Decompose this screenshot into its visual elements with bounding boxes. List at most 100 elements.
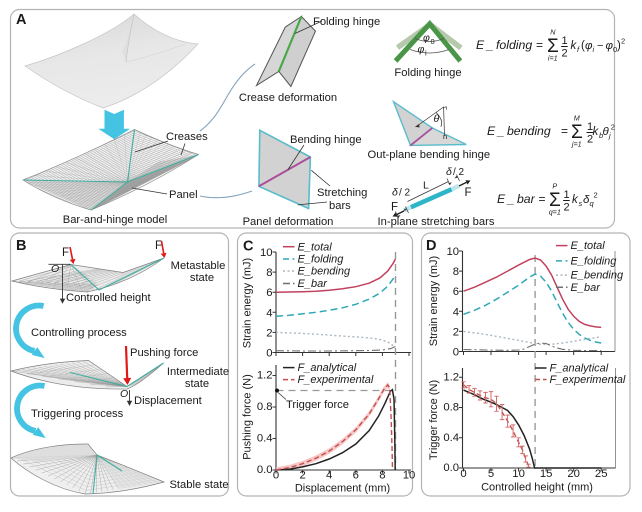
svg-text:M: M [574,114,580,123]
svg-text:0: 0 [453,347,459,359]
svg-text:25: 25 [595,468,608,480]
svg-text:E_total: E_total [571,240,606,252]
svg-text:0: 0 [431,37,435,46]
svg-text:φ: φ [418,44,425,56]
svg-text:C: C [243,239,254,255]
svg-text:10: 10 [512,468,525,480]
svg-text:F: F [62,247,69,259]
svg-text:O: O [120,388,128,400]
svg-text:0.0: 0.0 [257,464,273,476]
svg-text:2: 2 [299,470,305,482]
svg-text:Controlled height: Controlled height [66,292,151,304]
svg-text:F_analytical: F_analytical [550,363,609,375]
svg-text:8: 8 [379,470,385,482]
svg-text:1.2: 1.2 [257,370,273,382]
svg-text:2: 2 [266,327,272,339]
svg-text:E_folding: E_folding [298,254,345,266]
svg-text:2: 2 [594,191,598,200]
svg-text:Trigger force: Trigger force [286,399,349,411]
svg-text:0.4: 0.4 [257,433,273,445]
svg-text:2: 2 [621,37,625,46]
svg-text:bars: bars [329,200,351,212]
svg-text:Σ: Σ [549,190,561,211]
svg-text:0: 0 [613,45,617,54]
svg-text:F_analytical: F_analytical [298,362,357,374]
svg-text:F_experimental: F_experimental [298,374,374,386]
svg-text:j: j [608,131,611,140]
svg-text:1.2: 1.2 [443,371,459,383]
svg-text:i=1: i=1 [548,54,558,63]
svg-text:0.4: 0.4 [443,432,459,444]
svg-text:F: F [391,202,398,214]
svg-text:Panel: Panel [169,189,198,201]
svg-text:Stretching: Stretching [317,187,367,199]
svg-text:4: 4 [453,306,459,318]
svg-text:8: 8 [453,266,459,278]
svg-text:E _ folding: E _ folding [476,38,532,52]
svg-text:Creases: Creases [166,131,208,143]
svg-text:Controlled height (mm): Controlled height (mm) [481,482,593,494]
svg-text:=: = [561,124,568,138]
svg-text:Displacement (mm): Displacement (mm) [295,483,390,495]
svg-text:state: state [190,272,214,284]
svg-text:Bar-and-hinge model: Bar-and-hinge model [63,214,167,226]
svg-text:0.8: 0.8 [257,401,273,413]
svg-text:i: i [593,45,595,54]
svg-text:0.0: 0.0 [443,462,459,474]
svg-text:F_experimental: F_experimental [550,374,626,386]
svg-text:N: N [550,28,556,37]
svg-text:Σ: Σ [571,122,583,143]
svg-text:k: k [572,194,579,206]
svg-text:E_total: E_total [298,241,333,253]
svg-text:θ: θ [434,113,440,125]
svg-text:A: A [16,12,27,28]
svg-text:2: 2 [564,202,570,214]
svg-text:1: 1 [587,121,593,133]
svg-text:E_bar: E_bar [571,282,602,294]
svg-text:In-plane stretching bars: In-plane stretching bars [378,216,495,228]
svg-text:(: ( [581,40,585,52]
svg-text:Metastable: Metastable [171,260,226,272]
svg-text:n: n [443,132,447,141]
svg-text:E_bending: E_bending [298,266,351,278]
svg-text:Strain energy (mJ): Strain energy (mJ) [242,258,254,348]
svg-text:θ: θ [603,126,610,138]
svg-text:=: = [536,38,543,52]
svg-text:D: D [426,238,436,254]
svg-text:k: k [593,126,600,138]
svg-text:Crease deformation: Crease deformation [239,92,337,104]
svg-text:j=1: j=1 [571,140,582,149]
svg-text:E _ bar: E _ bar [497,192,536,206]
svg-text:Pushing force: Pushing force [130,347,198,359]
svg-text:5: 5 [488,468,494,480]
svg-text:4: 4 [266,307,272,319]
svg-text:8: 8 [266,267,272,279]
svg-text:state: state [185,378,209,390]
svg-text:−: − [597,40,603,52]
svg-text:f: f [577,45,580,54]
svg-text:1: 1 [564,189,570,201]
svg-text:10: 10 [260,247,273,259]
svg-text:k: k [571,40,578,52]
svg-text:O: O [51,263,59,275]
svg-text:15: 15 [540,468,553,480]
svg-text:E_folding: E_folding [571,256,618,268]
svg-text:6: 6 [266,287,272,299]
svg-text:2: 2 [587,134,593,146]
svg-text:Stable state: Stable state [169,479,228,491]
svg-text:q=1: q=1 [549,208,561,217]
svg-text:b: b [599,131,603,140]
svg-text:0: 0 [266,348,272,360]
svg-text:F: F [465,187,472,199]
svg-text:/ 2: / 2 [453,167,465,178]
svg-text:E_bar: E_bar [298,278,329,290]
svg-text:i: i [425,49,427,58]
svg-text:Strain energy (mJ): Strain energy (mJ) [428,256,440,346]
svg-text:Controlling process: Controlling process [31,327,127,339]
svg-text:6: 6 [353,470,359,482]
svg-text:/ 2: / 2 [399,188,411,199]
svg-text:6: 6 [453,286,459,298]
svg-text:L: L [423,180,429,192]
svg-text:Out-plane bending hinge: Out-plane bending hinge [368,149,491,161]
svg-text:2: 2 [453,326,459,338]
